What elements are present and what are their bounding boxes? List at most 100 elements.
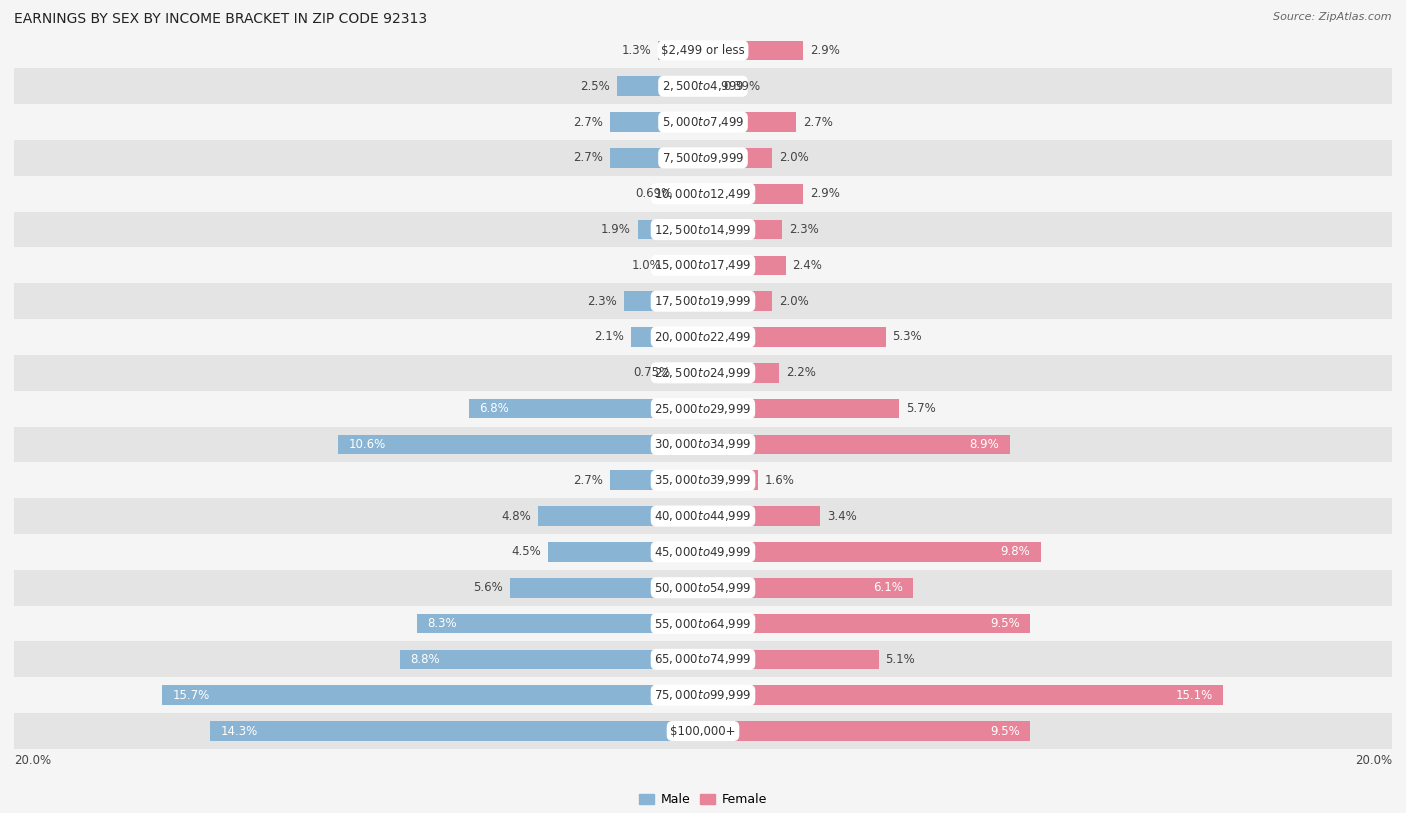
Text: 4.5%: 4.5%: [512, 546, 541, 559]
Text: 0.39%: 0.39%: [723, 80, 761, 93]
Text: 6.1%: 6.1%: [873, 581, 903, 594]
Text: 2.3%: 2.3%: [588, 294, 617, 307]
Bar: [14, 68, 1392, 104]
Text: 2.7%: 2.7%: [574, 474, 603, 487]
Bar: [703, 650, 879, 669]
Bar: [14, 355, 1392, 391]
Text: 0.75%: 0.75%: [633, 367, 671, 380]
Bar: [14, 33, 1392, 68]
Text: 8.9%: 8.9%: [970, 438, 1000, 451]
Bar: [548, 542, 703, 562]
Text: 2.0%: 2.0%: [779, 294, 808, 307]
Bar: [610, 112, 703, 132]
Bar: [610, 471, 703, 490]
Text: 15.1%: 15.1%: [1175, 689, 1213, 702]
Text: 5.7%: 5.7%: [907, 402, 936, 415]
Text: 2.1%: 2.1%: [593, 331, 624, 344]
Bar: [14, 570, 1392, 606]
Text: $40,000 to $44,999: $40,000 to $44,999: [654, 509, 752, 523]
Bar: [703, 148, 772, 167]
Bar: [510, 578, 703, 598]
Bar: [703, 506, 820, 526]
Bar: [703, 41, 803, 60]
Bar: [703, 363, 779, 383]
Text: 2.0%: 2.0%: [779, 151, 808, 164]
Text: $100,000+: $100,000+: [671, 724, 735, 737]
Text: 6.8%: 6.8%: [479, 402, 509, 415]
Bar: [703, 112, 796, 132]
Bar: [703, 76, 717, 96]
Bar: [631, 327, 703, 347]
Text: 5.3%: 5.3%: [893, 331, 922, 344]
Text: $45,000 to $49,999: $45,000 to $49,999: [654, 545, 752, 559]
Text: 2.9%: 2.9%: [810, 44, 839, 57]
Text: 15.7%: 15.7%: [173, 689, 209, 702]
Bar: [162, 685, 703, 705]
Bar: [337, 435, 703, 454]
Text: 2.2%: 2.2%: [786, 367, 815, 380]
Bar: [14, 283, 1392, 319]
Text: 2.3%: 2.3%: [789, 223, 818, 236]
Bar: [679, 184, 703, 203]
Text: 9.5%: 9.5%: [990, 617, 1019, 630]
Text: 5.6%: 5.6%: [474, 581, 503, 594]
Text: 2.7%: 2.7%: [574, 151, 603, 164]
Text: 20.0%: 20.0%: [1355, 754, 1392, 767]
Bar: [703, 184, 803, 203]
Text: $30,000 to $34,999: $30,000 to $34,999: [654, 437, 752, 451]
Bar: [14, 463, 1392, 498]
Text: 3.4%: 3.4%: [827, 510, 856, 523]
Text: $20,000 to $22,499: $20,000 to $22,499: [654, 330, 752, 344]
Bar: [703, 578, 912, 598]
Bar: [658, 41, 703, 60]
Text: 14.3%: 14.3%: [221, 724, 257, 737]
Bar: [637, 220, 703, 239]
Text: $65,000 to $74,999: $65,000 to $74,999: [654, 652, 752, 667]
Text: 5.1%: 5.1%: [886, 653, 915, 666]
Text: $10,000 to $12,499: $10,000 to $12,499: [654, 187, 752, 201]
Text: $5,000 to $7,499: $5,000 to $7,499: [662, 115, 744, 129]
Bar: [14, 211, 1392, 247]
Text: 2.4%: 2.4%: [793, 259, 823, 272]
Bar: [14, 247, 1392, 283]
Bar: [14, 104, 1392, 140]
Bar: [14, 713, 1392, 749]
Text: $17,500 to $19,999: $17,500 to $19,999: [654, 294, 752, 308]
Text: 2.5%: 2.5%: [581, 80, 610, 93]
Bar: [703, 685, 1223, 705]
Bar: [211, 721, 703, 741]
Text: Source: ZipAtlas.com: Source: ZipAtlas.com: [1274, 12, 1392, 22]
Bar: [678, 363, 703, 383]
Text: 1.0%: 1.0%: [631, 259, 662, 272]
Bar: [703, 220, 782, 239]
Bar: [14, 641, 1392, 677]
Bar: [14, 140, 1392, 176]
Bar: [703, 542, 1040, 562]
Bar: [14, 427, 1392, 463]
Text: 0.69%: 0.69%: [636, 187, 672, 200]
Bar: [14, 677, 1392, 713]
Text: 9.5%: 9.5%: [990, 724, 1019, 737]
Bar: [468, 399, 703, 419]
Bar: [617, 76, 703, 96]
Bar: [610, 148, 703, 167]
Bar: [14, 498, 1392, 534]
Bar: [703, 614, 1031, 633]
Text: $75,000 to $99,999: $75,000 to $99,999: [654, 688, 752, 702]
Bar: [703, 471, 758, 490]
Text: $12,500 to $14,999: $12,500 to $14,999: [654, 223, 752, 237]
Text: $25,000 to $29,999: $25,000 to $29,999: [654, 402, 752, 415]
Text: $7,500 to $9,999: $7,500 to $9,999: [662, 151, 744, 165]
Bar: [624, 291, 703, 311]
Bar: [14, 534, 1392, 570]
Text: 2.9%: 2.9%: [810, 187, 839, 200]
Text: $50,000 to $54,999: $50,000 to $54,999: [654, 580, 752, 595]
Text: 8.3%: 8.3%: [427, 617, 457, 630]
Text: EARNINGS BY SEX BY INCOME BRACKET IN ZIP CODE 92313: EARNINGS BY SEX BY INCOME BRACKET IN ZIP…: [14, 12, 427, 26]
Text: $22,500 to $24,999: $22,500 to $24,999: [654, 366, 752, 380]
Bar: [537, 506, 703, 526]
Bar: [703, 327, 886, 347]
Text: 1.3%: 1.3%: [621, 44, 651, 57]
Text: 10.6%: 10.6%: [349, 438, 385, 451]
Legend: Male, Female: Male, Female: [634, 789, 772, 811]
